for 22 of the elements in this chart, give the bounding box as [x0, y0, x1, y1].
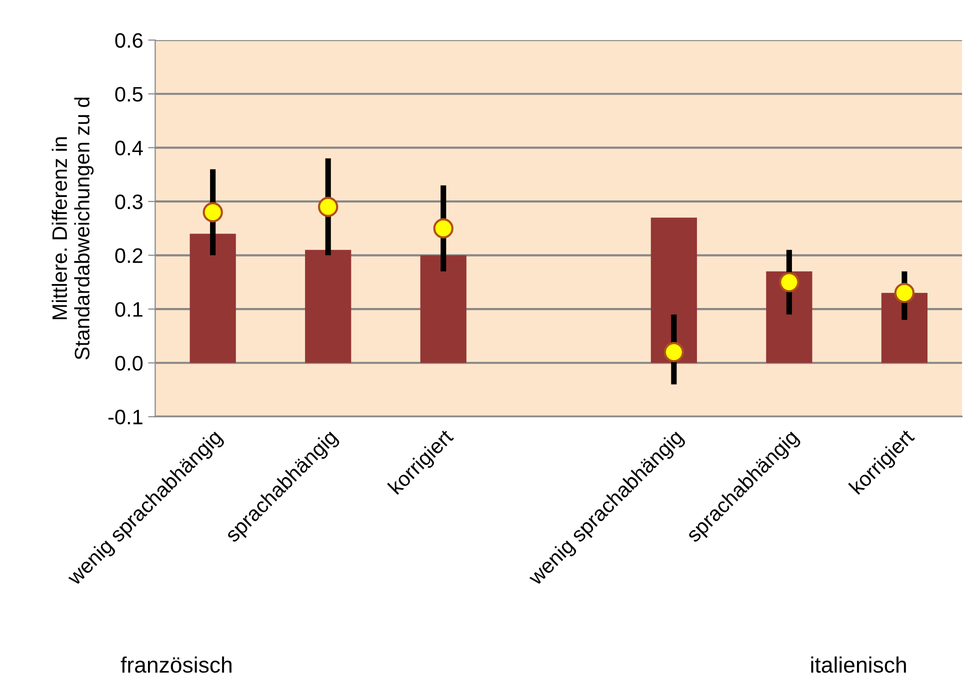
y-tick-label: -0.1 [108, 410, 142, 424]
bar [190, 234, 236, 363]
y-axis-title: Mittlere. Differenz in Standardabweichungen zu d [52, 98, 94, 360]
point [779, 272, 800, 292]
point [433, 218, 454, 238]
bar [881, 292, 928, 363]
point [894, 282, 915, 304]
text: französisch [120, 656, 232, 673]
y-tick-label: 0.2 [115, 248, 142, 264]
point [318, 196, 338, 217]
y-tick-label: 0.4 [115, 140, 143, 156]
y-tick-label: 0.6 [115, 33, 142, 48]
point [202, 202, 223, 222]
y-tick-label: 0.3 [115, 194, 142, 210]
bar [420, 255, 466, 363]
y-tick-label: 0.1 [115, 302, 142, 317]
point [664, 342, 684, 362]
y-tick-label: 0.0 [115, 356, 143, 371]
bar [650, 218, 697, 363]
text: italienisch [811, 656, 906, 673]
bar [305, 250, 352, 363]
y-tick-label: 0.5 [115, 86, 143, 102]
